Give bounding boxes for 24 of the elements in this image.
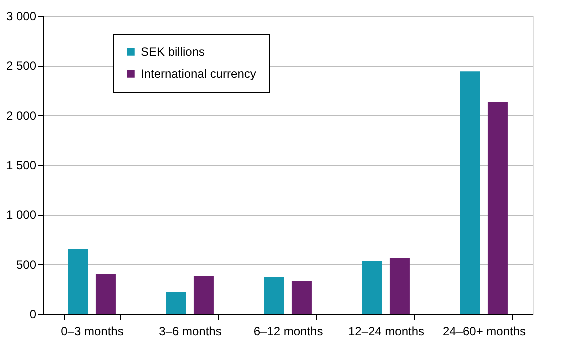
y-tick-label: 0: [30, 308, 37, 322]
y-tick-label: 3 000: [6, 10, 37, 24]
bar: [292, 281, 312, 314]
y-tick-label: 1 500: [6, 158, 37, 172]
x-tick-label: 0–3 months: [61, 324, 124, 338]
legend-label: SEK billions: [141, 45, 206, 59]
bar: [264, 277, 284, 314]
bar: [166, 292, 186, 314]
x-tick-label: 12–24 months: [348, 324, 425, 338]
y-tick-label: 2 000: [6, 108, 37, 123]
x-tick-label: 24–60+ months: [442, 324, 526, 338]
x-tick-label: 6–12 months: [254, 324, 324, 338]
bar: [96, 274, 116, 314]
bar: [488, 102, 508, 314]
x-tick-label: 3–6 months: [159, 324, 222, 338]
bar: [194, 276, 214, 314]
y-tick-label: 1 000: [6, 208, 37, 222]
y-tick-label: 2 500: [6, 59, 37, 74]
bar: [68, 249, 88, 314]
legend-label: International currency: [141, 67, 256, 81]
y-tick-label: 500: [16, 258, 37, 272]
bar: [390, 258, 410, 314]
bar: [460, 72, 480, 314]
bar: [362, 261, 382, 314]
